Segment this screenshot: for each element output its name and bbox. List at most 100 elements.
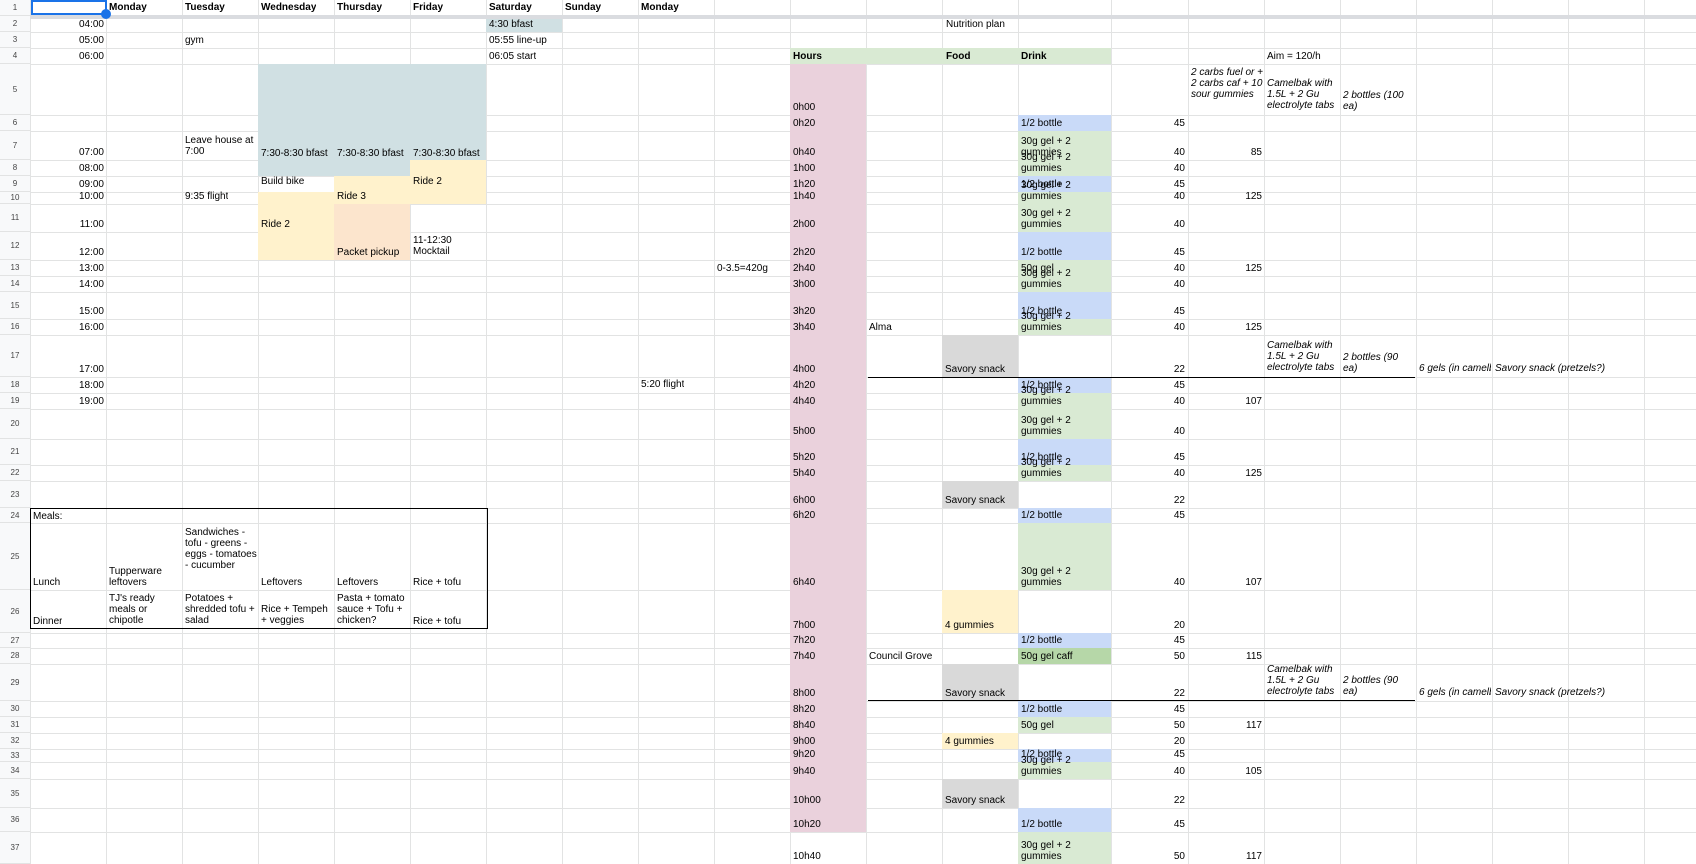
stop2-camelbak[interactable]: Camelbak with 1.5L + 2 Gu electrolyte ta… bbox=[1267, 664, 1335, 697]
stop2-bottles[interactable]: 2 bottles (90 ea) bbox=[1343, 675, 1399, 697]
cell-bfast-thu[interactable]: 7:30-8:30 bfast bbox=[337, 148, 404, 159]
nutrition-hour[interactable]: 6h20 bbox=[793, 510, 816, 521]
nutrition-drink[interactable]: 50g gel bbox=[1021, 720, 1054, 731]
row-number[interactable]: 10 bbox=[0, 192, 30, 204]
nutrition-hour[interactable]: 0h40 bbox=[793, 147, 816, 158]
nutrition-drink[interactable]: 30g gel + 2 gummies bbox=[1021, 136, 1071, 158]
nutrition-carbs[interactable]: 22 bbox=[1173, 795, 1185, 806]
nutrition-hour[interactable]: 1h00 bbox=[793, 163, 816, 174]
nutrition-carbs[interactable]: 40 bbox=[1173, 147, 1185, 158]
meals-dinner-friday[interactable]: Rice + tofu bbox=[413, 616, 462, 627]
nutrition-drink[interactable]: 30g gel + 2 gummies bbox=[1021, 180, 1071, 202]
nutrition-carbs[interactable]: 20 bbox=[1173, 620, 1185, 631]
meals-lunch-monday[interactable]: Tupperware leftovers bbox=[109, 566, 162, 588]
nutrition-food[interactable]: Savory snack bbox=[945, 364, 1006, 375]
time-cell[interactable]: 08:00 bbox=[78, 163, 104, 174]
row-number[interactable]: 37 bbox=[0, 832, 30, 864]
nutrition-drink[interactable]: 1/2 bottle bbox=[1021, 452, 1063, 463]
nutrition-hour[interactable]: 10h00 bbox=[793, 795, 821, 806]
cell-carb-note[interactable]: 0-3.5=420g bbox=[717, 263, 768, 274]
stop2-gels[interactable]: 6 gels (in camelbak) bbox=[1419, 687, 1491, 698]
meals-lunch-friday[interactable]: Rice + tofu bbox=[413, 577, 462, 588]
row-number[interactable]: 36 bbox=[0, 808, 30, 832]
nutrition-hour[interactable]: 3h40 bbox=[793, 322, 816, 333]
nutrition-hour[interactable]: 2h00 bbox=[793, 219, 816, 230]
nutrition-carbs[interactable]: 22 bbox=[1173, 364, 1185, 375]
nutrition-drink[interactable]: 30g gel + 2 gummies bbox=[1021, 415, 1071, 437]
header-saturday[interactable]: Saturday bbox=[489, 2, 532, 13]
row-number[interactable]: 16 bbox=[0, 319, 30, 335]
nutrition-drink[interactable]: 30g gel + 2 gummies bbox=[1021, 457, 1071, 479]
frozen-row-divider[interactable] bbox=[30, 15, 1696, 19]
meals-lunch-thursday[interactable]: Leftovers bbox=[337, 577, 379, 588]
nutrition-carbs[interactable]: 20 bbox=[1173, 736, 1185, 747]
cell-bfast-wed[interactable]: 7:30-8:30 bfast bbox=[261, 148, 328, 159]
nutrition-drink[interactable]: 1/2 bottle bbox=[1021, 819, 1063, 830]
nutrition-drink[interactable]: 1/2 bottle bbox=[1021, 179, 1063, 190]
time-cell[interactable]: 09:00 bbox=[78, 179, 104, 190]
header-sunday[interactable]: Sunday bbox=[565, 2, 602, 13]
header-tuesday[interactable]: Tuesday bbox=[185, 2, 225, 13]
row-number[interactable]: 9 bbox=[0, 176, 30, 192]
nutrition-food[interactable]: Savory snack bbox=[945, 495, 1006, 506]
nutrition-carbs[interactable]: 40 bbox=[1173, 263, 1185, 274]
meals-lunch-label[interactable]: Lunch bbox=[33, 577, 61, 588]
nutrition-carbs[interactable]: 40 bbox=[1173, 577, 1185, 588]
row-number[interactable]: 12 bbox=[0, 232, 30, 260]
nutrition-drink[interactable]: 1/2 bottle bbox=[1021, 704, 1063, 715]
meals-title[interactable]: Meals: bbox=[33, 511, 63, 522]
time-cell[interactable]: 06:00 bbox=[78, 51, 104, 62]
fill-handle[interactable] bbox=[101, 9, 111, 19]
nutrition-drink[interactable]: 50g gel bbox=[1021, 263, 1054, 274]
header-monday[interactable]: Monday bbox=[109, 2, 147, 13]
nutrition-carbs[interactable]: 22 bbox=[1173, 688, 1185, 699]
stop1-camelbak[interactable]: Camelbak with 1.5L + 2 Gu electrolyte ta… bbox=[1267, 340, 1335, 373]
meals-dinner-thursday[interactable]: Pasta + tomato sauce + Tofu + chicken? bbox=[337, 593, 405, 626]
cell-sat-bfast[interactable]: 4:30 bfast bbox=[489, 19, 533, 30]
row-number[interactable]: 8 bbox=[0, 160, 30, 176]
nutrition-hour[interactable]: 10h20 bbox=[793, 819, 821, 830]
nutrition-carbs[interactable]: 50 bbox=[1173, 651, 1185, 662]
nutrition-carbs[interactable]: 50 bbox=[1173, 720, 1185, 731]
nutrition-hour[interactable]: 7h40 bbox=[793, 651, 816, 662]
nutrition-hour[interactable]: 0h00 bbox=[793, 102, 816, 113]
row-number[interactable]: 29 bbox=[0, 664, 30, 701]
nutrition-drink[interactable]: 1/2 bottle bbox=[1021, 380, 1063, 391]
row-number[interactable]: 21 bbox=[0, 439, 30, 465]
nutrition-drink[interactable]: 1/2 bottle bbox=[1021, 306, 1063, 317]
nutrition-carbs[interactable]: 40 bbox=[1173, 766, 1185, 777]
row-number[interactable]: 7 bbox=[0, 131, 30, 160]
row-number[interactable]: 6 bbox=[0, 115, 30, 131]
row-number[interactable]: 3 bbox=[0, 32, 30, 48]
cell-flight-520[interactable]: 5:20 flight bbox=[641, 379, 685, 390]
nutrition-food[interactable]: 4 gummies bbox=[945, 620, 994, 631]
nutrition-carbs[interactable]: 45 bbox=[1173, 179, 1185, 190]
nutrition-hour[interactable]: 6h00 bbox=[793, 495, 816, 506]
selected-cell-a1[interactable] bbox=[31, 0, 107, 15]
nutrition-hour[interactable]: 1h20 bbox=[793, 179, 816, 190]
nutrition-place[interactable]: Alma bbox=[869, 322, 892, 333]
nutrition-carbs[interactable]: 40 bbox=[1173, 279, 1185, 290]
cell-mocktail[interactable]: 11-12:30 Mocktail bbox=[413, 235, 452, 257]
row-number[interactable]: 13 bbox=[0, 260, 30, 276]
nutrition-total[interactable]: 115 bbox=[1246, 651, 1262, 662]
nutrition-total[interactable]: 125 bbox=[1245, 322, 1262, 333]
nutrition-total[interactable]: 107 bbox=[1245, 396, 1262, 407]
time-cell[interactable]: 12:00 bbox=[78, 247, 104, 258]
meals-lunch-tuesday[interactable]: Sandwiches - tofu - greens - eggs - toma… bbox=[185, 527, 257, 571]
row-number[interactable]: 1 bbox=[0, 0, 30, 16]
row-number[interactable]: 32 bbox=[0, 733, 30, 749]
nutrition-carbs[interactable]: 45 bbox=[1173, 819, 1185, 830]
nutrition-food[interactable]: 4 gummies bbox=[945, 736, 994, 747]
nutrition-carbs[interactable]: 45 bbox=[1173, 247, 1185, 258]
cell-ride2-fri[interactable]: Ride 2 bbox=[413, 176, 442, 187]
time-cell[interactable]: 18:00 bbox=[78, 380, 104, 391]
header-friday[interactable]: Friday bbox=[413, 2, 444, 13]
time-cell[interactable]: 14:00 bbox=[78, 279, 104, 290]
cell-ride3[interactable]: Ride 3 bbox=[337, 191, 366, 202]
nutrition-carbs[interactable]: 40 bbox=[1173, 163, 1185, 174]
header-monday-2[interactable]: Monday bbox=[641, 2, 679, 13]
nutrition-note-camelbak[interactable]: Camelbak with 1.5L + 2 Gu electrolyte ta… bbox=[1267, 78, 1335, 111]
nutrition-note-carbs[interactable]: 2 carbs fuel or + 2 carbs caf + 10 sour … bbox=[1191, 67, 1263, 100]
nutrition-hour[interactable]: 0h20 bbox=[793, 118, 816, 129]
